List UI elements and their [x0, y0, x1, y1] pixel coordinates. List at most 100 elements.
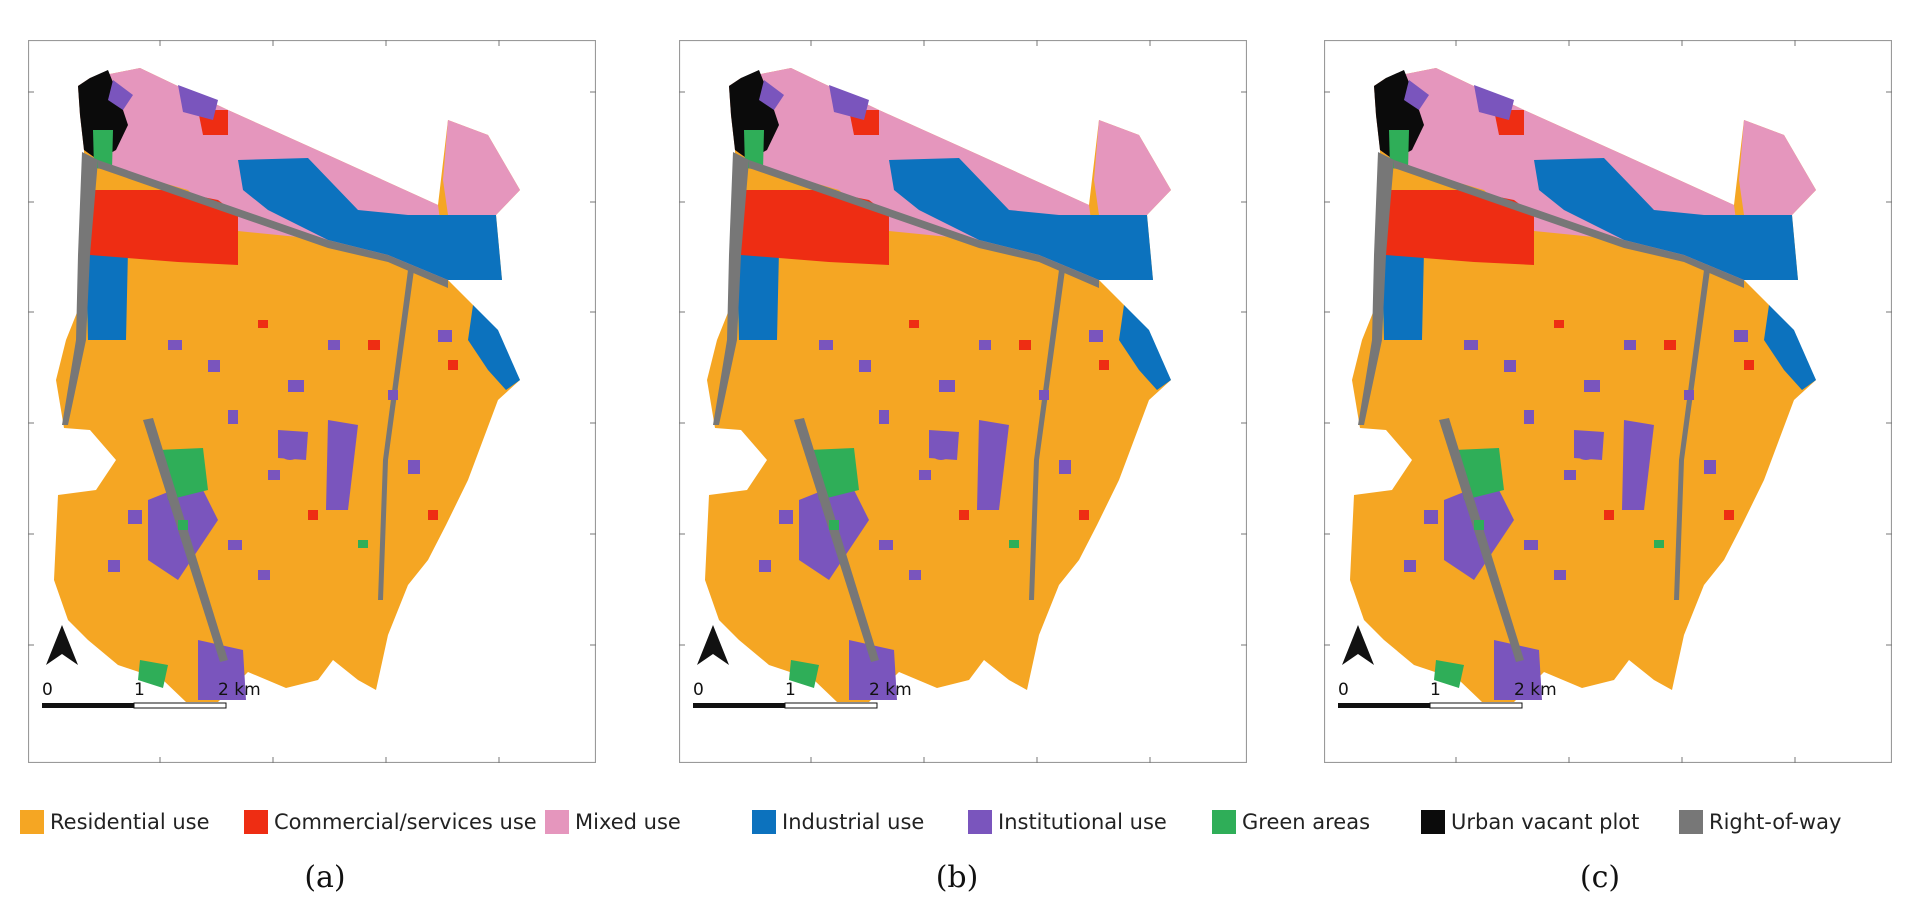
- land-use-inst-lower: [1494, 640, 1542, 700]
- land-parcel: [1099, 360, 1109, 370]
- land-parcel: [1039, 390, 1049, 400]
- legend-swatch-institutional: [968, 810, 992, 834]
- land-parcel: [1744, 360, 1754, 370]
- land-parcel: [1584, 380, 1600, 392]
- land-parcel: [128, 510, 142, 524]
- land-parcel: [1009, 540, 1019, 548]
- legend-label-vacant: Urban vacant plot: [1451, 810, 1640, 834]
- legend-label-commercial: Commercial/services use: [274, 810, 537, 834]
- land-use-industrial-main: [238, 158, 502, 280]
- land-parcel: [1059, 460, 1071, 474]
- land-parcel: [168, 340, 182, 350]
- land-use-industrial-main: [1534, 158, 1798, 280]
- map-svg-a: 339,000339,000340,000340,000341,000341,0…: [28, 40, 596, 763]
- land-use-row-south: [794, 418, 879, 662]
- land-use-inst-top2: [1404, 80, 1429, 110]
- land-parcel: [1474, 520, 1484, 530]
- land-use-inst-top2: [108, 80, 133, 110]
- land-use-inst-mid: [977, 420, 1009, 510]
- legend-label-industrial: Industrial use: [782, 810, 925, 834]
- land-use-green-corner: [138, 660, 168, 688]
- land-use-industrial-left: [737, 250, 779, 340]
- land-parcel: [1684, 390, 1694, 400]
- land-parcel: [1019, 340, 1031, 350]
- land-use-row-diagonal: [98, 160, 448, 288]
- legend-item-right-of-way: Right-of-way: [1679, 807, 1841, 837]
- scale-bar-segment-light: [784, 702, 878, 709]
- land-parcel: [879, 410, 889, 424]
- land-use-row-west: [1358, 152, 1394, 425]
- land-use-inst-top2: [759, 80, 784, 110]
- legend-swatch-mixed: [545, 810, 569, 834]
- legend-swatch-vacant: [1421, 810, 1445, 834]
- north-arrow-icon: [46, 625, 78, 665]
- land-parcel: [1424, 510, 1438, 524]
- land-parcel: [268, 470, 280, 480]
- map-panel-a: 339,000339,000340,000340,000341,000341,0…: [28, 40, 596, 763]
- legend-item-mixed: Mixed use: [545, 807, 681, 837]
- legend-item-commercial: Commercial/services use: [244, 807, 537, 837]
- map-panel-c: 339,000339,000340,000340,000341,000341,0…: [1324, 40, 1892, 763]
- land-use-inst-mid: [1622, 420, 1654, 510]
- land-parcel: [1704, 460, 1716, 474]
- scale-bar-segment-dark: [693, 703, 785, 708]
- land-use-row-east: [1029, 270, 1065, 600]
- land-parcel: [258, 570, 270, 580]
- land-use-commercial-main: [1384, 190, 1534, 265]
- panel-label-b: (b): [935, 860, 979, 895]
- legend-label-right-of-way: Right-of-way: [1709, 810, 1842, 834]
- land-parcel: [448, 360, 458, 370]
- land-use-mixed-cap: [1739, 120, 1816, 215]
- legend-swatch-industrial: [752, 810, 776, 834]
- land-parcel: [909, 570, 921, 580]
- legend-swatch-commercial: [244, 810, 268, 834]
- land-parcel: [438, 330, 452, 342]
- legend-item-vacant: Urban vacant plot: [1421, 807, 1639, 837]
- land-use-row-diagonal: [749, 160, 1099, 288]
- land-parcel: [1564, 470, 1576, 480]
- land-use-inst-lower: [198, 640, 246, 700]
- land-parcel: [178, 520, 188, 530]
- land-use-row-east: [378, 270, 414, 600]
- land-parcel: [1464, 340, 1478, 350]
- land-use-industrial-left: [1382, 250, 1424, 340]
- legend-swatch-green: [1212, 810, 1236, 834]
- legend-label-green: Green areas: [1242, 810, 1371, 834]
- land-parcel: [1404, 560, 1416, 572]
- land-parcel: [1524, 410, 1534, 424]
- scale-bar-segment-dark: [1338, 703, 1430, 708]
- scale-bar: 0 1 2 km: [1338, 680, 1557, 709]
- land-parcel: [1664, 340, 1676, 350]
- legend: Residential use Commercial/services use …: [0, 807, 1920, 847]
- land-parcel: [408, 460, 420, 474]
- scale-bar: 0 1 2 km: [42, 680, 261, 709]
- legend-swatch-right-of-way: [1679, 810, 1703, 834]
- land-use-inst-mid: [326, 420, 358, 510]
- land-parcel: [1079, 510, 1089, 520]
- land-use-map: [54, 68, 520, 702]
- land-parcel: [1504, 360, 1516, 372]
- map-svg-c: 339,000339,000340,000340,000341,000341,0…: [1324, 40, 1892, 763]
- scale-label-zero: 0: [1338, 680, 1349, 700]
- scale-label-two: 2 km: [1514, 680, 1557, 700]
- land-use-industrial-right: [468, 305, 520, 390]
- land-parcel: [328, 340, 340, 350]
- land-parcel: [1724, 510, 1734, 520]
- land-parcel: [228, 540, 242, 550]
- land-parcel: [939, 380, 955, 392]
- land-parcel: [759, 560, 771, 572]
- land-parcel: [1554, 320, 1564, 328]
- land-parcel: [288, 380, 304, 392]
- scale-bar-segment-light: [133, 702, 227, 709]
- legend-item-residential: Residential use: [20, 807, 210, 837]
- map-svg-b: 339,000339,000340,000340,000341,000341,0…: [679, 40, 1247, 763]
- land-parcel: [779, 510, 793, 524]
- land-parcel: [819, 340, 833, 350]
- land-parcel-round: [929, 436, 953, 460]
- land-parcel: [979, 340, 991, 350]
- land-use-commercial-main: [88, 190, 238, 265]
- land-parcel: [959, 510, 969, 520]
- land-use-commercial-main: [739, 190, 889, 265]
- scale-label-zero: 0: [42, 680, 53, 700]
- land-parcel: [1604, 510, 1614, 520]
